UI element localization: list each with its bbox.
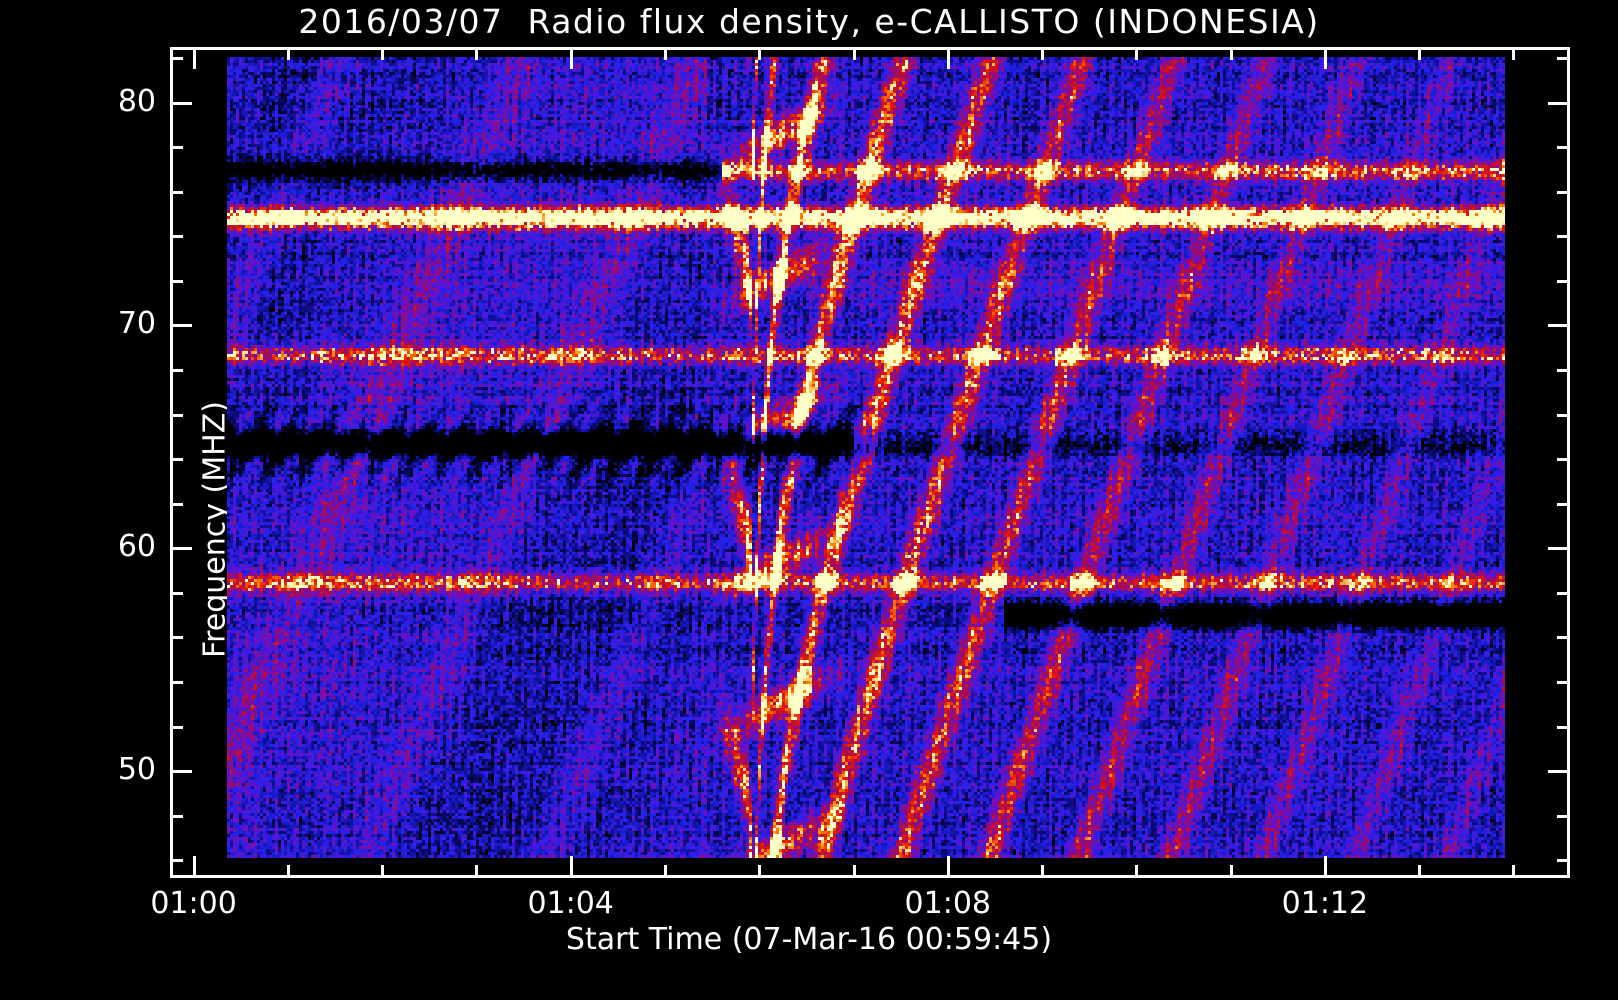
y-minor-tick-right (1557, 726, 1570, 729)
y-minor-tick-right (1557, 592, 1570, 595)
y-minor-tick-right (1557, 57, 1570, 60)
x-minor-tick-top (1041, 47, 1044, 60)
x-major-tick-top (570, 47, 573, 69)
y-major-tick (170, 102, 192, 105)
x-minor-tick (1135, 865, 1138, 878)
x-minor-tick-top (475, 47, 478, 60)
spectrogram-image (227, 57, 1505, 858)
x-tick-label: 01:04 (527, 886, 614, 921)
x-major-tick-top (1324, 47, 1327, 69)
x-major-tick (1324, 856, 1327, 878)
x-minor-tick (664, 865, 667, 878)
y-minor-tick (170, 592, 183, 595)
y-minor-tick-right (1557, 191, 1570, 194)
y-minor-tick (170, 414, 183, 417)
y-minor-tick (170, 369, 183, 372)
y-tick-label: 80 (117, 83, 156, 119)
x-major-tick (570, 856, 573, 878)
y-minor-tick-right (1557, 235, 1570, 238)
x-minor-tick (853, 865, 856, 878)
y-minor-tick-right (1557, 146, 1570, 149)
y-minor-tick (170, 859, 183, 862)
x-minor-tick (475, 865, 478, 878)
x-tick-label: 01:00 (150, 886, 237, 921)
y-minor-tick (170, 636, 183, 639)
y-minor-tick (170, 235, 183, 238)
x-minor-tick (758, 865, 761, 878)
x-major-tick-top (947, 47, 950, 69)
x-minor-tick-top (1512, 47, 1515, 60)
x-major-tick-top (193, 47, 196, 69)
x-minor-tick (1041, 865, 1044, 878)
y-minor-tick (170, 726, 183, 729)
y-minor-tick (170, 458, 183, 461)
y-major-tick-right (1548, 324, 1570, 327)
y-minor-tick-right (1557, 369, 1570, 372)
y-minor-tick-right (1557, 280, 1570, 283)
y-minor-tick-right (1557, 815, 1570, 818)
y-major-tick-right (1548, 102, 1570, 105)
x-minor-tick (1418, 865, 1421, 878)
x-tick-label: 01:08 (904, 886, 991, 921)
y-minor-tick-right (1557, 859, 1570, 862)
y-minor-tick (170, 146, 183, 149)
y-tick-label: 70 (117, 306, 156, 342)
x-minor-tick-top (1230, 47, 1233, 60)
plot-frame: Frequency (MHZ) (170, 47, 1570, 878)
y-major-tick (170, 324, 192, 327)
y-tick-label: 50 (117, 752, 156, 788)
x-minor-tick-top (1418, 47, 1421, 60)
y-minor-tick-right (1557, 681, 1570, 684)
y-minor-tick (170, 280, 183, 283)
x-minor-tick-top (1135, 47, 1138, 60)
x-minor-tick-top (758, 47, 761, 60)
x-major-tick (193, 856, 196, 878)
y-minor-tick (170, 57, 183, 60)
y-tick-label: 60 (117, 529, 156, 565)
y-minor-tick (170, 681, 183, 684)
x-minor-tick (1512, 865, 1515, 878)
x-tick-label: 01:12 (1281, 886, 1369, 921)
x-minor-tick-top (853, 47, 856, 60)
x-major-tick (947, 856, 950, 878)
x-minor-tick-top (381, 47, 384, 60)
y-major-tick (170, 547, 192, 550)
y-minor-tick (170, 191, 183, 194)
x-minor-tick-top (287, 47, 290, 60)
y-major-tick-right (1548, 547, 1570, 550)
y-minor-tick (170, 815, 183, 818)
x-minor-tick (1230, 865, 1233, 878)
x-minor-tick (287, 865, 290, 878)
y-minor-tick-right (1557, 636, 1570, 639)
y-minor-tick-right (1557, 458, 1570, 461)
page-title: 2016/03/07 Radio flux density, e-CALLIST… (298, 2, 1320, 41)
y-minor-tick-right (1557, 503, 1570, 506)
x-axis-title: Start Time (07-Mar-16 00:59:45) (565, 922, 1053, 957)
x-minor-tick-top (664, 47, 667, 60)
x-minor-tick (381, 865, 384, 878)
y-major-tick-right (1548, 770, 1570, 773)
y-major-tick (170, 770, 192, 773)
y-minor-tick-right (1557, 414, 1570, 417)
y-minor-tick (170, 503, 183, 506)
